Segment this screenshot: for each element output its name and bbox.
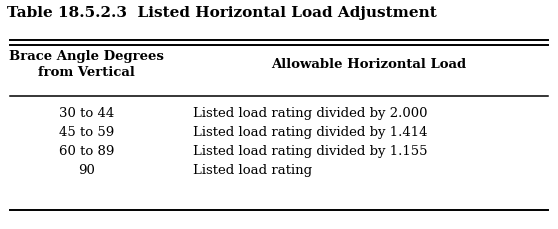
Text: Brace Angle Degrees
from Vertical: Brace Angle Degrees from Vertical: [9, 50, 164, 79]
Text: Listed load rating divided by 1.414: Listed load rating divided by 1.414: [193, 126, 427, 139]
Text: Listed load rating: Listed load rating: [193, 164, 311, 177]
Text: Listed load rating divided by 2.000: Listed load rating divided by 2.000: [193, 107, 427, 120]
Text: 90: 90: [78, 164, 95, 177]
Text: Listed load rating divided by 1.155: Listed load rating divided by 1.155: [193, 145, 427, 158]
Text: 30 to 44: 30 to 44: [59, 107, 114, 120]
Text: 60 to 89: 60 to 89: [59, 145, 114, 158]
Text: 45 to 59: 45 to 59: [59, 126, 114, 139]
Text: Allowable Horizontal Load: Allowable Horizontal Load: [271, 58, 466, 71]
Text: Table 18.5.2.3  Listed Horizontal Load Adjustment: Table 18.5.2.3 Listed Horizontal Load Ad…: [7, 6, 437, 20]
